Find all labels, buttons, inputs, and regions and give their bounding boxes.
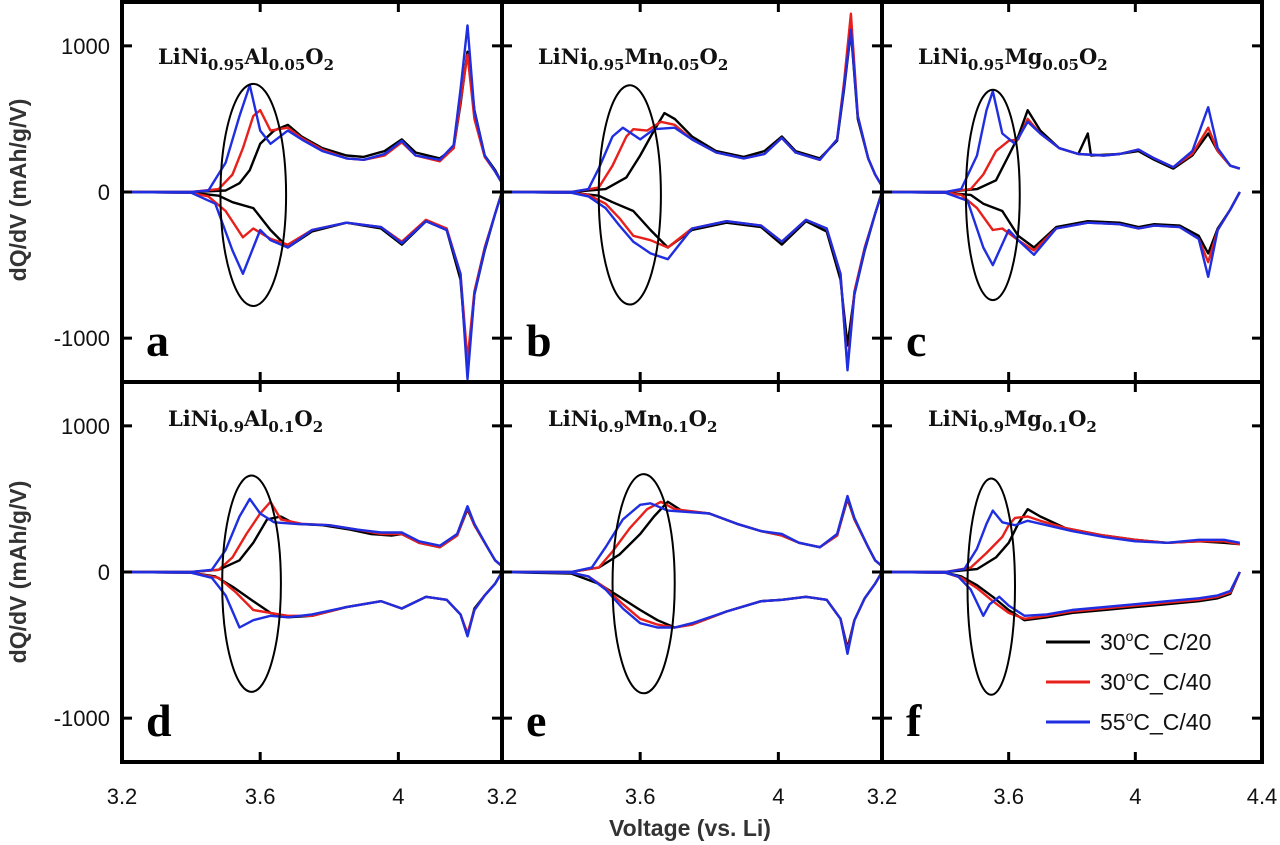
panel-c-letter: c — [906, 315, 926, 366]
legend: 30oC_C/20 30oC_C/40 55oC_C/40 — [1046, 628, 1211, 735]
series-55-c-c-40-charge-line — [122, 497, 502, 574]
series-30-c-c-40-charge-line — [122, 53, 502, 194]
panel-f-letter: f — [906, 695, 922, 746]
series-55-c-c-40-discharge-line — [882, 190, 1241, 278]
y-tick-label: 1000 — [61, 34, 110, 59]
series-55-c-c-40-discharge-line — [502, 190, 882, 372]
panel-d-letter: d — [146, 695, 172, 746]
panel-c-highlight-ellipse — [964, 88, 1021, 302]
x-tick-label: 3.6 — [245, 784, 276, 809]
series-30-c-c-20-discharge-line — [122, 190, 502, 369]
series-30-c-c-40-charge-line — [122, 500, 502, 574]
series-30-c-c-40-charge-line — [502, 12, 882, 194]
series-30-c-c-20-discharge-line — [122, 570, 502, 636]
panel-c: LiNi0.95Mg0.05O2 c — [880, 0, 1264, 384]
panel-a: -1000 0 1000 LiNi0.95Al0.05O2 a — [54, 0, 504, 384]
legend-label: 55oC_C/40 — [1100, 708, 1211, 735]
series-55-c-c-40-charge-line — [502, 28, 882, 194]
panel-e-title: LiNi0.9Mn0.1O2 — [548, 406, 717, 436]
series-30-c-c-20-discharge-line — [882, 190, 1241, 255]
series-30-c-c-20-charge-line — [122, 508, 502, 574]
series-30-c-c-20-charge-line — [502, 497, 882, 574]
legend-item: 30oC_C/20 — [1046, 628, 1211, 655]
legend-label: 30oC_C/40 — [1100, 668, 1211, 695]
series-55-c-c-40-discharge-line — [122, 190, 502, 381]
axes-titles: Voltage (vs. Li) dQ/dV (mAh/g/V) dQ/dV (… — [5, 99, 771, 841]
x-tick-label: 3.2 — [107, 784, 138, 809]
series-55-c-c-40-discharge-line — [502, 570, 882, 655]
panel-e-highlight-ellipse — [611, 473, 676, 695]
panels-group: -1000 0 1000 LiNi0.95Al0.05O2 a LiNi0.95Mn0.0… — [54, 0, 1278, 809]
series-30-c-c-20-charge-line — [122, 50, 502, 194]
x-tick-label: 3.6 — [625, 784, 656, 809]
panel-d: -1000 0 1000 3.2 3.6 4 LiNi0.9Al0.1O2 d — [54, 380, 504, 809]
series-30-c-c-40-discharge-line — [882, 570, 1241, 620]
y-tick-label: 0 — [98, 180, 110, 205]
series-55-c-c-40-charge-line — [882, 509, 1241, 574]
panel-a-letter: a — [146, 315, 169, 366]
panel-f-highlight-ellipse — [966, 477, 1016, 696]
panel-e: 3.2 3.6 4 LiNi0.9Mn0.1O2 e — [487, 380, 884, 809]
panel-e-curves — [502, 494, 882, 655]
series-30-c-c-20-discharge-line — [502, 190, 882, 347]
y-axis-title-bottom: dQ/dV (mAh/g/V) — [5, 481, 31, 664]
series-30-c-c-20-discharge-line — [502, 570, 882, 650]
panel-b-letter: b — [526, 315, 552, 366]
panel-a-title: LiNi0.95Al0.05O2 — [158, 44, 334, 74]
panel-b-highlight-ellipse — [597, 84, 662, 306]
series-55-c-c-40-discharge-line — [122, 570, 502, 638]
series-55-c-c-40-charge-line — [122, 24, 502, 194]
series-55-c-c-40-charge-line — [502, 494, 882, 574]
panel-b-title: LiNi0.95Mn0.05O2 — [538, 44, 728, 74]
x-tick-label: 3.2 — [487, 784, 518, 809]
y-tick-label: 0 — [98, 560, 110, 585]
series-30-c-c-20-discharge-line — [882, 570, 1241, 622]
panel-b: LiNi0.95Mn0.05O2 b — [500, 0, 884, 384]
panel-d-highlight-ellipse — [221, 474, 282, 693]
series-55-c-c-40-discharge-line — [882, 570, 1241, 617]
panel-d-curves — [122, 497, 502, 638]
series-55-c-c-40-charge-line — [882, 89, 1241, 194]
series-30-c-c-40-charge-line — [502, 496, 882, 574]
series-30-c-c-40-discharge-line — [122, 570, 502, 635]
x-tick-label: 4 — [1129, 784, 1141, 809]
panel-f: 3.2 3.6 4 4.4 LiNi0.9Mg0.1O2 f — [867, 380, 1278, 809]
legend-label: 30oC_C/20 — [1100, 628, 1211, 655]
panel-c-curves — [882, 89, 1241, 278]
panel-f-curves — [882, 508, 1241, 622]
x-tick-label: 4.4 — [1247, 784, 1278, 809]
y-tick-label: -1000 — [54, 326, 110, 351]
series-30-c-c-20-charge-line — [882, 108, 1241, 194]
series-30-c-c-40-discharge-line — [502, 570, 882, 653]
panel-a-curves — [122, 24, 502, 381]
series-30-c-c-40-discharge-line — [502, 190, 882, 369]
x-tick-label: 3.2 — [867, 784, 898, 809]
panel-f-title: LiNi0.9Mg0.1O2 — [928, 406, 1097, 436]
y-axis-title-top: dQ/dV (mAh/g/V) — [5, 99, 31, 282]
x-tick-label: 4 — [772, 784, 784, 809]
y-tick-label: 1000 — [61, 414, 110, 439]
panel-b-curves — [502, 12, 882, 372]
x-axis-title: Voltage (vs. Li) — [609, 815, 771, 841]
legend-item: 30oC_C/40 — [1046, 668, 1211, 695]
legend-item: 55oC_C/40 — [1046, 708, 1211, 735]
y-tick-label: -1000 — [54, 706, 110, 731]
panel-e-letter: e — [526, 695, 546, 746]
panel-d-title: LiNi0.9Al0.1O2 — [168, 406, 323, 436]
series-30-c-c-40-discharge-line — [122, 190, 502, 362]
x-tick-label: 4 — [392, 784, 404, 809]
panel-c-title: LiNi0.95Mg0.05O2 — [918, 44, 1108, 74]
panel-a-highlight-ellipse — [219, 82, 288, 307]
x-tick-label: 3.6 — [993, 784, 1024, 809]
